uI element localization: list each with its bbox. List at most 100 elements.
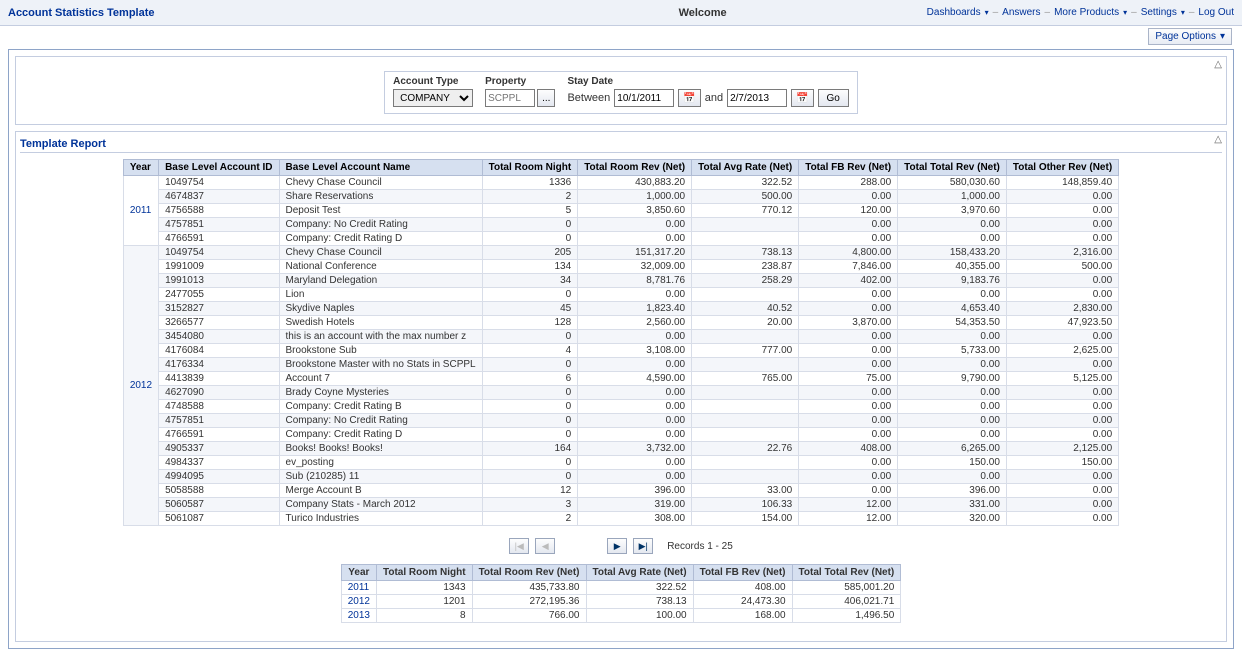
nav-answers[interactable]: Answers [1002, 7, 1040, 18]
column-header: Total Room Rev (Net) [472, 565, 586, 581]
table-row: 3152827Skydive Naples451,823.4040.520.00… [123, 302, 1118, 316]
cell: Company: Credit Rating D [279, 428, 482, 442]
top-nav: Dashboards▾ – Answers – More Products▾ –… [927, 7, 1234, 18]
nav-logout[interactable]: Log Out [1198, 7, 1234, 18]
cell: 100.00 [586, 609, 693, 623]
stay-date-label: Stay Date [567, 76, 848, 87]
cell: 0.00 [799, 456, 898, 470]
column-header: Total FB Rev (Net) [693, 565, 792, 581]
cell: 2 [482, 512, 578, 526]
pager-next-button[interactable]: ▶ [607, 538, 627, 554]
cell: 258.29 [692, 274, 799, 288]
cell: 0.00 [898, 414, 1007, 428]
cell: 0.00 [1006, 386, 1118, 400]
cell: 4,590.00 [578, 372, 692, 386]
cell: 320.00 [898, 512, 1007, 526]
property-label: Property [485, 76, 555, 87]
cell: 0.00 [578, 358, 692, 372]
cell: 0.00 [898, 428, 1007, 442]
cell: 580,030.60 [898, 176, 1007, 190]
account-type-select[interactable]: COMPANY [393, 89, 473, 107]
cell: 3,870.00 [799, 316, 898, 330]
cell: 0.00 [799, 484, 898, 498]
pager-prev-button[interactable]: ◀ [535, 538, 555, 554]
cell: 0.00 [1006, 288, 1118, 302]
cell: 406,021.71 [792, 595, 901, 609]
cell: 4176334 [159, 358, 279, 372]
cell: 331.00 [898, 498, 1007, 512]
report-panel: △ Template Report YearBase Level Account… [15, 131, 1227, 642]
cell: 3266577 [159, 316, 279, 330]
property-input[interactable] [485, 89, 535, 107]
table-row: 2477055Lion00.000.000.000.00 [123, 288, 1118, 302]
property-lookup-button[interactable]: ... [537, 89, 555, 107]
cell [692, 218, 799, 232]
cell: 0 [482, 232, 578, 246]
column-header: Total Avg Rate (Net) [692, 160, 799, 176]
table-row: 5060587Company Stats - March 20123319.00… [123, 498, 1118, 512]
date-to-input[interactable] [727, 89, 787, 107]
cell: Turico Industries [279, 512, 482, 526]
column-header: Total Avg Rate (Net) [586, 565, 693, 581]
cell: 738.13 [692, 246, 799, 260]
table-row: 4984337ev_posting00.000.00150.00150.00 [123, 456, 1118, 470]
table-row: 4674837Share Reservations21,000.00500.00… [123, 190, 1118, 204]
pager-first-button[interactable]: |◀ [509, 538, 529, 554]
go-button[interactable]: Go [818, 89, 849, 107]
cell: 1336 [482, 176, 578, 190]
cell: 0.00 [799, 428, 898, 442]
cell: 8,781.76 [578, 274, 692, 288]
cell: 0.00 [578, 218, 692, 232]
cell: 0.00 [898, 232, 1007, 246]
cell: Maryland Delegation [279, 274, 482, 288]
table-row: 5061087Turico Industries2308.00154.0012.… [123, 512, 1118, 526]
collapse-icon[interactable]: △ [1214, 134, 1222, 145]
cell: Chevy Chase Council [279, 176, 482, 190]
year-cell[interactable]: 2013 [341, 609, 376, 623]
between-label: Between [567, 92, 610, 104]
cell: 164 [482, 442, 578, 456]
cell: 32,009.00 [578, 260, 692, 274]
collapse-icon[interactable]: △ [1214, 59, 1222, 70]
cell: 6 [482, 372, 578, 386]
year-cell[interactable]: 2011 [341, 581, 376, 595]
date-from-input[interactable] [614, 89, 674, 107]
pager: |◀ ◀ ▶ ▶| Records 1 - 25 [16, 534, 1226, 564]
column-header: Total Total Rev (Net) [898, 160, 1007, 176]
summary-table: YearTotal Room NightTotal Room Rev (Net)… [341, 564, 902, 623]
cell: 435,733.80 [472, 581, 586, 595]
cell: 0 [482, 358, 578, 372]
page-options-button[interactable]: Page Options ▾ [1148, 28, 1232, 45]
column-header: Total Room Rev (Net) [578, 160, 692, 176]
nav-more-products[interactable]: More Products [1054, 7, 1119, 18]
cell: Company Stats - March 2012 [279, 498, 482, 512]
calendar-icon[interactable]: 📅 [678, 89, 700, 107]
cell: 0.00 [898, 400, 1007, 414]
cell: 5,125.00 [1006, 372, 1118, 386]
cell: 45 [482, 302, 578, 316]
nav-dashboards[interactable]: Dashboards [927, 7, 981, 18]
table-row: 4766591Company: Credit Rating D00.000.00… [123, 428, 1118, 442]
cell: 0.00 [1006, 512, 1118, 526]
nav-settings[interactable]: Settings [1141, 7, 1177, 18]
year-cell[interactable]: 2012 [123, 246, 158, 526]
table-row: 5058588Merge Account B12396.0033.000.003… [123, 484, 1118, 498]
cell: 322.52 [586, 581, 693, 595]
cell [692, 400, 799, 414]
account-type-label: Account Type [393, 76, 473, 87]
cell: 154.00 [692, 512, 799, 526]
cell: National Conference [279, 260, 482, 274]
cell: Books! Books! Books! [279, 442, 482, 456]
table-row: 4757851Company: No Credit Rating00.000.0… [123, 218, 1118, 232]
cell: 0.00 [578, 400, 692, 414]
cell: 0.00 [1006, 274, 1118, 288]
pager-label: Records 1 - 25 [667, 541, 733, 552]
cell: 106.33 [692, 498, 799, 512]
calendar-icon[interactable]: 📅 [791, 89, 813, 107]
cell: 0.00 [898, 288, 1007, 302]
column-header: Year [123, 160, 158, 176]
cell: 0.00 [578, 456, 692, 470]
year-cell[interactable]: 2012 [341, 595, 376, 609]
pager-last-button[interactable]: ▶| [633, 538, 653, 554]
year-cell[interactable]: 2011 [123, 176, 158, 246]
